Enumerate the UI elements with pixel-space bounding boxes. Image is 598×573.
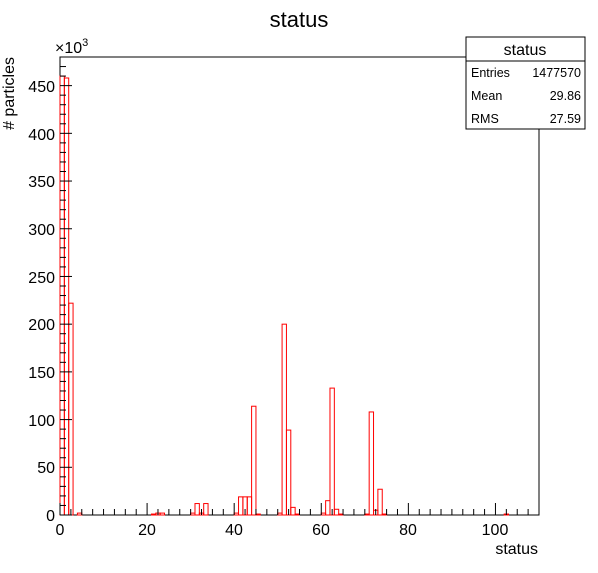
histogram-bin [329,387,335,516]
histogram-bin [285,429,292,516]
stats-rms-value: 27.59 [550,112,581,126]
stats-rms-label: RMS [471,112,499,126]
histogram-bin [381,513,388,516]
y-multiplier-prefix: × [55,40,64,57]
histogram-bin [246,496,253,516]
histogram-bin [277,512,283,516]
y-tick-label-350: 350 [28,174,55,191]
y-tick-label-100: 100 [28,413,55,430]
stats-box-frame [465,36,586,130]
histogram-bars [59,75,510,516]
y-tick-label-300: 300 [28,222,55,239]
y-axis-ticks [60,56,72,516]
histogram-bin [233,512,240,516]
y-axis-label: # particles [1,57,18,130]
x-tick-label-60: 60 [312,522,330,539]
x-tick-label-80: 80 [399,522,417,539]
x-axis-label: status [495,541,538,558]
histogram-bin [203,503,209,516]
histogram-bin [320,512,327,516]
chart-title: status [270,7,329,32]
histogram-bin [194,503,200,516]
histogram-bin [364,513,370,516]
histogram-bin [377,488,383,516]
histogram-bin [150,513,157,516]
stats-entries-value: 1477570 [532,66,581,80]
x-tick-label-100: 100 [482,522,509,539]
histogram-bin [159,512,166,516]
y-tick-label-50: 50 [37,460,55,477]
y-tick-label-150: 150 [28,365,55,382]
y-multiplier-exponent: 3 [82,37,88,49]
histogram-bin [338,513,344,516]
stats-mean-value: 29.86 [550,89,581,103]
y-tick-label-400: 400 [28,127,55,144]
histogram-bin [76,512,83,516]
histogram-bin [281,323,287,516]
y-multiplier-base: 10 [64,40,82,57]
stats-mean-label: Mean [471,89,502,103]
histogram-bin [68,302,74,516]
histogram-bin [251,405,257,516]
y-tick-label-450: 450 [28,79,55,96]
histogram-bin [368,411,375,516]
y-tick-label-250: 250 [28,270,55,287]
histogram-bin [255,513,261,516]
histogram-bin [190,512,196,516]
histogram-bin [290,506,296,516]
y-tick-label-0: 0 [46,508,55,525]
x-tick-label-40: 40 [225,522,243,539]
histogram-bin [238,496,244,516]
histogram-bin [325,500,331,516]
svg-text:×103: ×103 [55,37,88,57]
y-axis-multiplier: ×103 [55,37,88,57]
y-tick-label-200: 200 [28,317,55,334]
histogram-bin [63,77,70,516]
stats-box-title: status [504,42,547,59]
x-axis-ticks [59,503,540,515]
stats-box: status Entries 1477570 Mean 29.86 RMS 27… [465,36,586,130]
stats-entries-label: Entries [471,66,510,80]
histogram-bin [333,508,340,516]
x-tick-label-20: 20 [138,522,156,539]
histogram-bin [294,513,300,516]
x-tick-label-0: 0 [56,522,65,539]
